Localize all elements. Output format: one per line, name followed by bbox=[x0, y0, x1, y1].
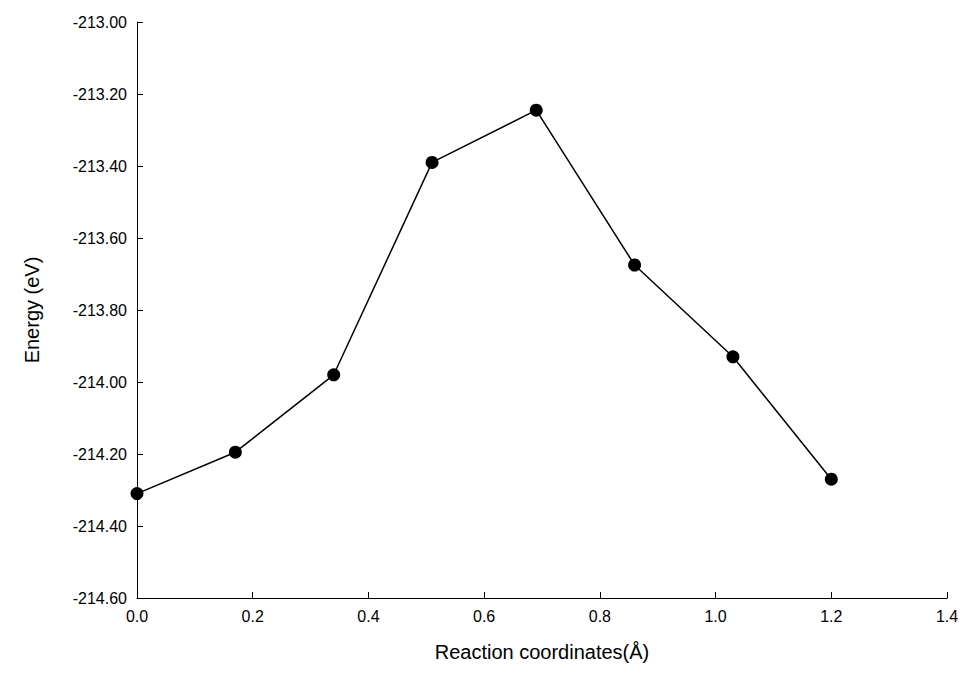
svg-text:0.2: 0.2 bbox=[242, 608, 264, 625]
svg-text:0.8: 0.8 bbox=[589, 608, 611, 625]
svg-text:-214.60: -214.60 bbox=[73, 590, 127, 607]
svg-text:1.0: 1.0 bbox=[704, 608, 726, 625]
svg-text:1.2: 1.2 bbox=[820, 608, 842, 625]
svg-text:-213.60: -213.60 bbox=[73, 230, 127, 247]
svg-text:-214.40: -214.40 bbox=[73, 518, 127, 535]
svg-text:-214.20: -214.20 bbox=[73, 446, 127, 463]
svg-text:0.4: 0.4 bbox=[357, 608, 379, 625]
svg-text:-214.00: -214.00 bbox=[73, 374, 127, 391]
svg-text:-213.20: -213.20 bbox=[73, 86, 127, 103]
svg-text:-213.40: -213.40 bbox=[73, 158, 127, 175]
svg-text:Reaction coordinates(Å): Reaction coordinates(Å) bbox=[435, 641, 650, 663]
svg-text:0.0: 0.0 bbox=[126, 608, 148, 625]
svg-text:Energy (eV): Energy (eV) bbox=[21, 257, 43, 364]
svg-text:-213.00: -213.00 bbox=[73, 14, 127, 31]
svg-text:1.4: 1.4 bbox=[936, 608, 958, 625]
svg-text:-213.80: -213.80 bbox=[73, 302, 127, 319]
svg-text:0.6: 0.6 bbox=[473, 608, 495, 625]
